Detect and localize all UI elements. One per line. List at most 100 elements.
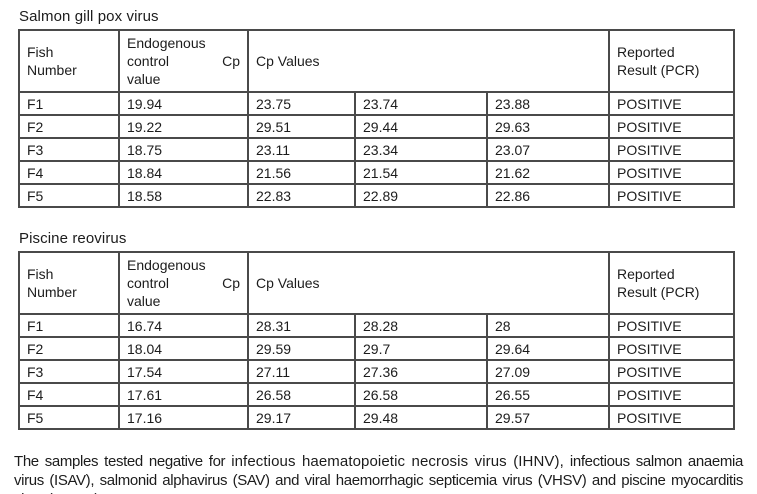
fish-number-cell: F3	[18, 359, 120, 384]
header-endo-line2: control Cp	[127, 52, 240, 70]
table-title-piscine-reovirus: Piscine reovirus	[19, 230, 127, 247]
header-endo-line2: control Cp	[127, 274, 240, 292]
header-endo-cp: Cp	[222, 53, 240, 69]
header-reported-result: Reported Result (PCR)	[608, 29, 736, 93]
endogenous-cp-cell: 18.84	[118, 160, 249, 185]
cp-value-cell: 27.11	[247, 359, 356, 384]
cp-value-cell: 29.17	[247, 405, 356, 430]
cp-value-cell: 23.34	[354, 137, 488, 162]
header-cp-values: Cp Values	[246, 29, 611, 93]
cp-value-cell: 26.58	[354, 382, 488, 407]
cp-value-cell: 28.31	[247, 313, 356, 338]
header-fish-number: Fish Number	[18, 29, 120, 93]
reported-result-cell: POSITIVE	[608, 405, 736, 430]
endogenous-cp-cell: 17.16	[118, 405, 249, 430]
fish-number-cell: F3	[18, 137, 120, 162]
table-row: F4 18.84 21.56 21.54 21.62 POSITIVE	[18, 160, 736, 185]
header-reported-result: Reported Result (PCR)	[608, 251, 736, 315]
reported-result-cell: POSITIVE	[608, 336, 736, 361]
header-reported-line1: Reported	[617, 44, 675, 60]
cp-value-cell: 23.11	[247, 137, 356, 162]
table-row: F2 18.04 29.59 29.7 29.64 POSITIVE	[18, 336, 736, 361]
cp-value-cell: 27.36	[354, 359, 488, 384]
reported-result-cell: POSITIVE	[608, 91, 736, 116]
header-fish-line2: Number	[27, 62, 77, 78]
header-endo-line3: value	[127, 71, 161, 87]
endogenous-cp-cell: 19.94	[118, 91, 249, 116]
header-endo-line3: value	[127, 293, 161, 309]
cp-value-cell: 23.75	[247, 91, 356, 116]
header-reported-line1: Reported	[617, 266, 675, 282]
footnote-emphasis: infectious haematopoietic necrosis virus…	[231, 453, 564, 470]
salmon-gill-pox-section: Salmon gill pox virus Fish Number Endoge…	[18, 8, 737, 208]
header-reported-line2: Result (PCR)	[617, 62, 700, 78]
reported-result-cell: POSITIVE	[608, 359, 736, 384]
reported-result-cell: POSITIVE	[608, 313, 736, 338]
cp-value-cell: 22.86	[485, 183, 611, 208]
footnote-paragraph: The samples tested negative for infectio…	[14, 452, 743, 494]
cp-value-cell: 29.44	[354, 114, 488, 139]
endogenous-cp-cell: 16.74	[118, 313, 249, 338]
reported-result-cell: POSITIVE	[608, 382, 736, 407]
cp-value-cell: 21.54	[354, 160, 488, 185]
endogenous-cp-cell: 18.58	[118, 183, 249, 208]
reported-result-cell: POSITIVE	[608, 160, 736, 185]
header-fish-line1: Fish	[27, 266, 54, 282]
table-row: F5 18.58 22.83 22.89 22.86 POSITIVE	[18, 183, 736, 208]
header-row: Fish Number Endogenous control Cp value …	[18, 29, 736, 93]
cp-value-cell: 28.28	[354, 313, 488, 338]
cp-value-cell: 29.59	[247, 336, 356, 361]
header-cp-values: Cp Values	[246, 251, 611, 315]
endogenous-cp-cell: 17.61	[118, 382, 249, 407]
header-reported-line2: Result (PCR)	[617, 284, 700, 300]
fish-number-cell: F5	[18, 183, 120, 208]
cp-value-cell: 29.7	[354, 336, 488, 361]
cp-value-cell: 29.57	[485, 405, 611, 430]
cp-value-cell: 26.55	[485, 382, 611, 407]
reported-result-cell: POSITIVE	[608, 137, 736, 162]
footnote-lead: The samples tested negative for	[14, 453, 232, 470]
cp-value-cell: 22.89	[354, 183, 488, 208]
table-title-salmon-gill-pox-virus: Salmon gill pox virus	[19, 8, 159, 25]
table-row: F5 17.16 29.17 29.48 29.57 POSITIVE	[18, 405, 736, 430]
cp-value-cell: 21.62	[485, 160, 611, 185]
reported-result-cell: POSITIVE	[608, 114, 736, 139]
cp-value-cell: 21.56	[247, 160, 356, 185]
salmon-gill-pox-table: Fish Number Endogenous control Cp value …	[18, 29, 736, 208]
table-row: F1 19.94 23.75 23.74 23.88 POSITIVE	[18, 91, 736, 116]
fish-number-cell: F1	[18, 91, 120, 116]
table-row: F2 19.22 29.51 29.44 29.63 POSITIVE	[18, 114, 736, 139]
header-fish-line2: Number	[27, 284, 77, 300]
piscine-reovirus-section: Piscine reovirus Fish Number Endogenous …	[18, 230, 737, 430]
endogenous-cp-cell: 18.04	[118, 336, 249, 361]
header-endo-cp: Cp	[222, 275, 240, 291]
cp-value-cell: 29.51	[247, 114, 356, 139]
table-row: F1 16.74 28.31 28.28 28 POSITIVE	[18, 313, 736, 338]
endogenous-cp-cell: 19.22	[118, 114, 249, 139]
table-row: F3 18.75 23.11 23.34 23.07 POSITIVE	[18, 137, 736, 162]
piscine-reovirus-table: Fish Number Endogenous control Cp value …	[18, 251, 736, 430]
header-endo-control: control	[127, 275, 170, 291]
cp-value-cell: 27.09	[485, 359, 611, 384]
cp-value-cell: 29.48	[354, 405, 488, 430]
cp-value-cell: 23.88	[485, 91, 611, 116]
fish-number-cell: F4	[18, 382, 120, 407]
reported-result-cell: POSITIVE	[608, 183, 736, 208]
table-row: F3 17.54 27.11 27.36 27.09 POSITIVE	[18, 359, 736, 384]
header-fish-number: Fish Number	[18, 251, 120, 315]
cp-value-cell: 28	[485, 313, 611, 338]
endogenous-cp-cell: 17.54	[118, 359, 249, 384]
table-row: F4 17.61 26.58 26.58 26.55 POSITIVE	[18, 382, 736, 407]
cp-value-cell: 22.83	[247, 183, 356, 208]
cp-value-cell: 29.63	[485, 114, 611, 139]
cp-value-cell: 23.07	[485, 137, 611, 162]
endogenous-cp-cell: 18.75	[118, 137, 249, 162]
cp-value-cell: 29.64	[485, 336, 611, 361]
footnote-rest: infectious salmon anaemia virus (ISAV), …	[14, 453, 744, 494]
header-endo-line1: Endogenous	[127, 35, 206, 51]
header-row: Fish Number Endogenous control Cp value …	[18, 251, 736, 315]
header-endo-control: control	[127, 53, 170, 69]
header-endogenous-control: Endogenous control Cp value	[118, 29, 249, 93]
cp-value-cell: 23.74	[354, 91, 488, 116]
